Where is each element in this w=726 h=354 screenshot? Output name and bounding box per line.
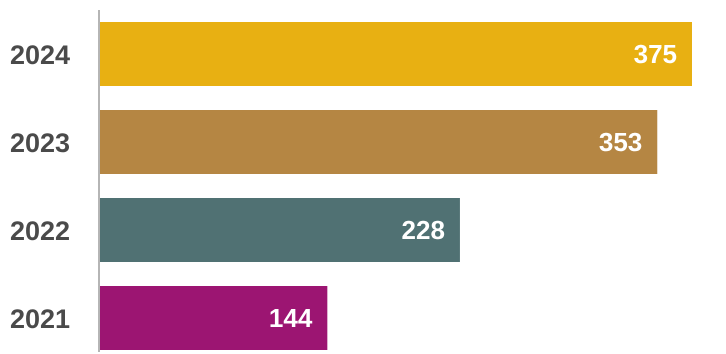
- bar-group-2021: 2021 144: [10, 286, 328, 350]
- bar-group-2024: 2024 375: [10, 22, 692, 86]
- value-label-2024: 375: [634, 39, 677, 69]
- category-label-2023: 2023: [10, 128, 70, 158]
- value-label-2022: 228: [402, 215, 445, 245]
- bar-2024: [100, 22, 692, 86]
- category-label-2024: 2024: [10, 40, 70, 70]
- bar-2022: [100, 198, 460, 262]
- bar-2021: [100, 286, 328, 350]
- value-label-2023: 353: [599, 127, 642, 157]
- bars-layer: 2024 375 2023 353 2022 228 2021 144: [10, 22, 692, 350]
- category-label-2022: 2022: [10, 216, 70, 246]
- value-label-2021: 144: [269, 303, 313, 333]
- bar-group-2022: 2022 228: [10, 198, 460, 262]
- bar-2023: [100, 110, 658, 174]
- category-label-2021: 2021: [10, 304, 70, 334]
- bar-group-2023: 2023 353: [10, 110, 658, 174]
